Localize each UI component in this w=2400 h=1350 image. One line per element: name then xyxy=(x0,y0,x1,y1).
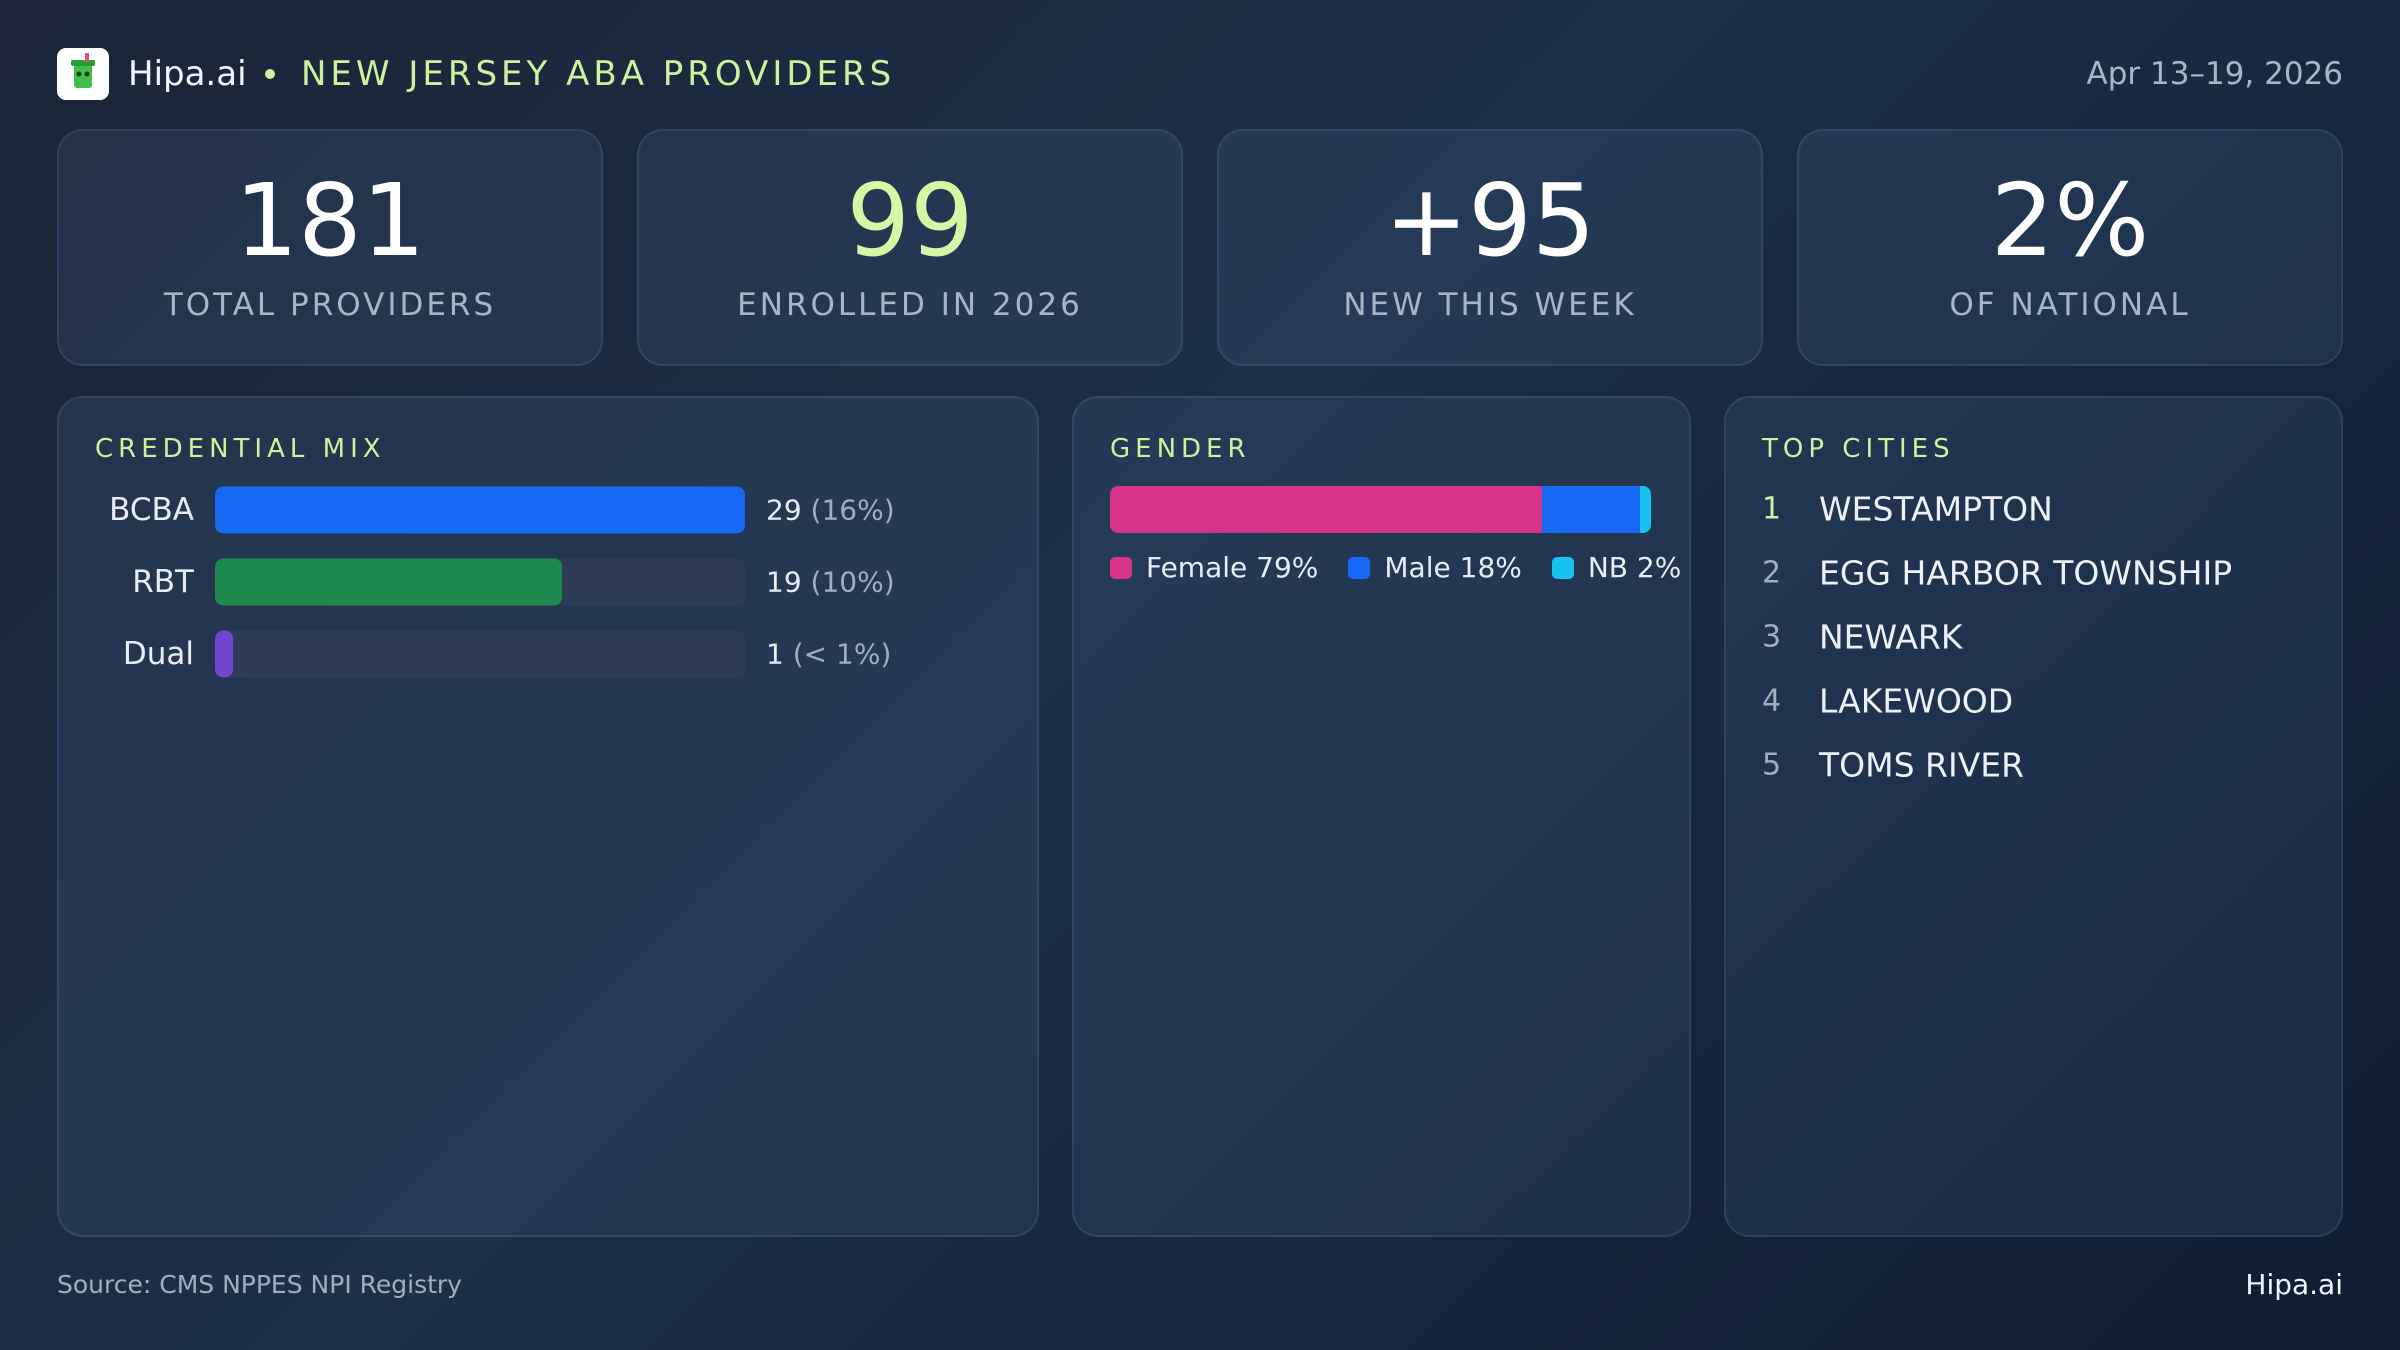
legend-value: 2% xyxy=(1636,551,1682,584)
legend: Female 79% Male 18% NB 2% xyxy=(1110,551,1711,584)
city-rank: 5 xyxy=(1762,747,1782,783)
bar xyxy=(215,630,234,678)
city-name: NEWARK xyxy=(1819,617,1963,657)
city-name: WESTAMPTON xyxy=(1819,489,2053,529)
gender-bar xyxy=(1110,486,1651,533)
kpi-value: 99 xyxy=(846,162,974,279)
separator-dot xyxy=(265,69,275,79)
kpi-card: +95 NEW THIS WEEK xyxy=(1217,129,1763,366)
bar xyxy=(215,486,745,534)
kpi-value: +95 xyxy=(1384,162,1596,279)
bar-track xyxy=(215,486,745,534)
city-name: LAKEWOOD xyxy=(1819,681,2014,721)
legend-swatch xyxy=(1551,556,1574,579)
city-rank: 1 xyxy=(1762,491,1782,527)
page-title: NEW JERSEY ABA PROVIDERS xyxy=(301,54,896,94)
kpi-label: NEW THIS WEEK xyxy=(1343,287,1637,323)
legend-name: NB xyxy=(1587,551,1629,584)
city-name: TOMS RIVER xyxy=(1819,745,2025,785)
kpi-card: 2% OF NATIONAL xyxy=(1797,129,2343,366)
logo xyxy=(57,48,109,100)
value: 1 xyxy=(766,637,784,671)
logo-icon xyxy=(71,53,95,88)
kpi-label: OF NATIONAL xyxy=(1949,287,2191,323)
value-label: 19 (10%) xyxy=(766,566,895,599)
legend-name: Male xyxy=(1384,551,1451,584)
value: 19 xyxy=(766,565,802,599)
kpi-card: 181 TOTAL PROVIDERS xyxy=(57,129,603,366)
credential-panel: CREDENTIAL MIX BCBA 29 (16%) RBT 19 (10%) Du… xyxy=(57,396,1039,1237)
city-rank: 2 xyxy=(1762,555,1782,591)
bar-label: Dual xyxy=(122,636,194,672)
legend-item: NB 2% xyxy=(1551,551,1682,584)
share: (10%) xyxy=(810,565,895,599)
legend-swatch xyxy=(1348,556,1371,579)
bar xyxy=(215,558,563,606)
bar-label: RBT xyxy=(132,564,194,600)
brand: Hipa.ai xyxy=(128,54,247,94)
source-note: Source: CMS NPPES NPI Registry xyxy=(57,1270,462,1299)
legend-item: Female 79% xyxy=(1110,551,1318,584)
date-range: Apr 13–19, 2026 xyxy=(2086,56,2343,92)
bar-segment xyxy=(1541,486,1641,533)
legend-value: 18% xyxy=(1459,551,1522,584)
city-name: EGG HARBOR TOWNSHIP xyxy=(1819,553,2233,593)
kpi-label: TOTAL PROVIDERS xyxy=(163,287,497,323)
gender-panel: GENDER Female 79% Male 18% NB 2% xyxy=(1072,396,1691,1237)
panel-title: TOP CITIES xyxy=(1762,434,1955,464)
bar-track xyxy=(215,630,745,678)
cities-panel: TOP CITIES 1 WESTAMPTON 2 EGG HARBOR TOWNSH… xyxy=(1724,396,2343,1237)
legend-item: Male 18% xyxy=(1348,551,1522,584)
value: 29 xyxy=(766,493,802,527)
footer-brand: Hipa.ai xyxy=(2245,1268,2343,1301)
kpi-value: 2% xyxy=(1990,162,2150,279)
kpi-value: 181 xyxy=(234,162,426,279)
city-rank: 4 xyxy=(1762,683,1782,719)
panel-title: GENDER xyxy=(1110,434,1251,464)
kpi-label: ENROLLED IN 2026 xyxy=(737,287,1083,323)
legend-swatch xyxy=(1110,556,1132,579)
value-label: 1 (< 1%) xyxy=(766,638,891,671)
bar-label: BCBA xyxy=(109,492,194,528)
legend-name: Female xyxy=(1146,551,1248,584)
panel-title: CREDENTIAL MIX xyxy=(95,434,386,464)
kpi-card: 99 ENROLLED IN 2026 xyxy=(637,129,1183,366)
value-label: 29 (16%) xyxy=(766,494,895,527)
share: (16%) xyxy=(810,493,895,527)
legend-value: 79% xyxy=(1256,551,1319,584)
bar-segment xyxy=(1640,486,1651,533)
city-rank: 3 xyxy=(1762,619,1782,655)
bar-track xyxy=(215,558,745,606)
share: (< 1%) xyxy=(792,637,892,671)
bar-segment xyxy=(1110,486,1542,533)
